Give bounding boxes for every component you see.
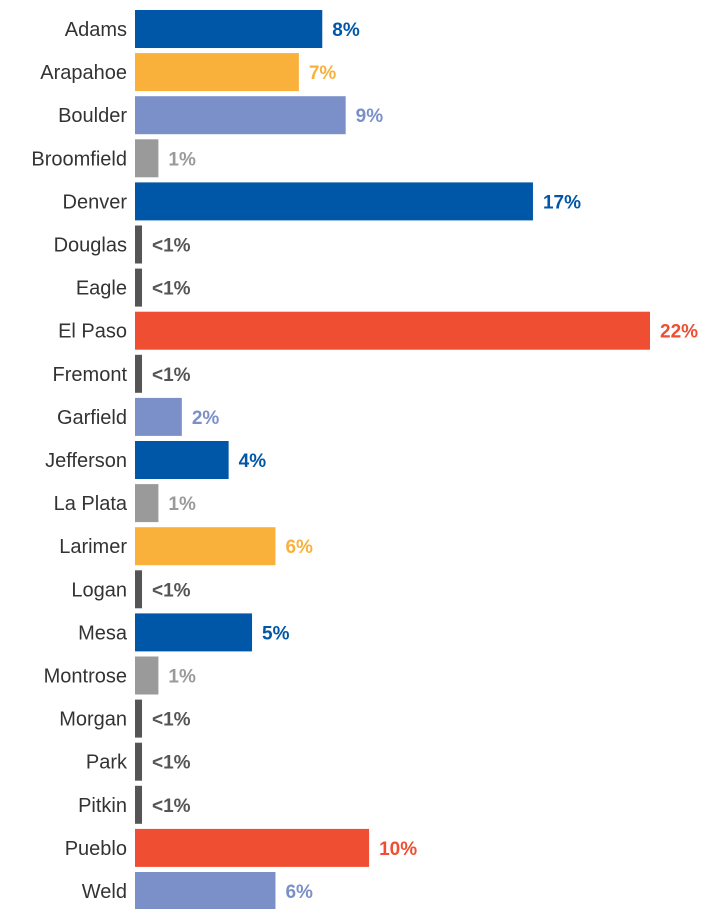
bar-row-mesa: Mesa 5% — [78, 613, 290, 651]
category-label: Arapahoe — [40, 62, 127, 84]
value-label: 2% — [192, 408, 220, 429]
category-label: Denver — [63, 191, 128, 213]
value-label: 10% — [379, 839, 417, 860]
bar — [135, 53, 299, 91]
value-label: 6% — [285, 537, 313, 558]
category-label: Park — [86, 752, 128, 774]
category-label: Jefferson — [45, 450, 127, 472]
value-label: <1% — [152, 580, 191, 601]
bar-row-logan: Logan <1% — [71, 570, 190, 608]
bar — [135, 484, 158, 522]
value-label: <1% — [152, 710, 191, 731]
bar — [135, 398, 182, 436]
value-label: 1% — [168, 667, 196, 688]
category-label: Pueblo — [65, 838, 127, 860]
category-label: Eagle — [76, 278, 127, 300]
bar-row-jefferson: Jefferson 4% — [45, 441, 266, 479]
bar-row-adams: Adams 8% — [65, 10, 360, 48]
value-label: 9% — [356, 106, 384, 127]
bar-row-eagle: Eagle <1% — [76, 269, 191, 307]
category-label: Morgan — [59, 709, 127, 731]
value-label: 7% — [309, 63, 337, 84]
bar — [135, 786, 142, 824]
bar-row-fremont: Fremont <1% — [53, 355, 191, 393]
bar-row-denver: Denver 17% — [63, 182, 582, 220]
value-label: <1% — [152, 236, 191, 257]
category-label: La Plata — [54, 493, 128, 515]
bar — [135, 570, 142, 608]
value-label: <1% — [152, 796, 191, 817]
category-label: Broomfield — [31, 148, 127, 170]
bar — [135, 743, 142, 781]
bar-row-arapahoe: Arapahoe 7% — [40, 53, 336, 91]
bar — [135, 872, 275, 909]
category-label: Douglas — [54, 235, 127, 257]
category-label: Pitkin — [78, 795, 127, 817]
bar — [135, 700, 142, 738]
bar — [135, 441, 229, 479]
category-label: Fremont — [53, 364, 128, 386]
value-label: 22% — [660, 322, 698, 343]
bar-row-pueblo: Pueblo 10% — [65, 829, 418, 867]
bar-row-boulder: Boulder 9% — [58, 96, 383, 134]
bar-row-larimer: Larimer 6% — [59, 527, 313, 565]
bar — [135, 657, 158, 695]
value-label: <1% — [152, 279, 191, 300]
category-label: Larimer — [59, 536, 127, 558]
bar — [135, 96, 346, 134]
bar — [135, 182, 533, 220]
bar — [135, 527, 275, 565]
bar-row-garfield: Garfield 2% — [57, 398, 219, 436]
category-label: Logan — [71, 579, 127, 601]
bar-row-weld: Weld 6% — [82, 872, 313, 909]
category-label: Adams — [65, 19, 127, 41]
category-label: El Paso — [58, 321, 127, 343]
value-label: 4% — [239, 451, 267, 472]
value-label: 8% — [332, 20, 360, 41]
category-label: Montrose — [44, 666, 127, 688]
bar — [135, 269, 142, 307]
bar — [135, 139, 158, 177]
value-label: 1% — [168, 149, 196, 170]
category-label: Boulder — [58, 105, 127, 127]
bar-row-montrose: Montrose 1% — [44, 657, 196, 695]
value-label: 1% — [168, 494, 196, 515]
value-label: <1% — [152, 753, 191, 774]
bar — [135, 312, 650, 350]
bar-row-park: Park <1% — [86, 743, 191, 781]
category-label: Mesa — [78, 622, 128, 644]
bar-row-la-plata: La Plata 1% — [54, 484, 196, 522]
bar-row-pitkin: Pitkin <1% — [78, 786, 191, 824]
bar-row-morgan: Morgan <1% — [59, 700, 190, 738]
category-label: Weld — [82, 881, 127, 903]
value-label: <1% — [152, 365, 191, 386]
bar — [135, 226, 142, 264]
value-label: 17% — [543, 192, 581, 213]
value-label: 5% — [262, 623, 290, 644]
bar — [135, 10, 322, 48]
category-label: Garfield — [57, 407, 127, 429]
bar — [135, 613, 252, 651]
bar-row-el-paso: El Paso 22% — [58, 312, 698, 350]
bar-row-douglas: Douglas <1% — [54, 226, 191, 264]
bar — [135, 355, 142, 393]
bar-row-broomfield: Broomfield 1% — [31, 139, 196, 177]
bar — [135, 829, 369, 867]
value-label: 6% — [285, 882, 313, 903]
